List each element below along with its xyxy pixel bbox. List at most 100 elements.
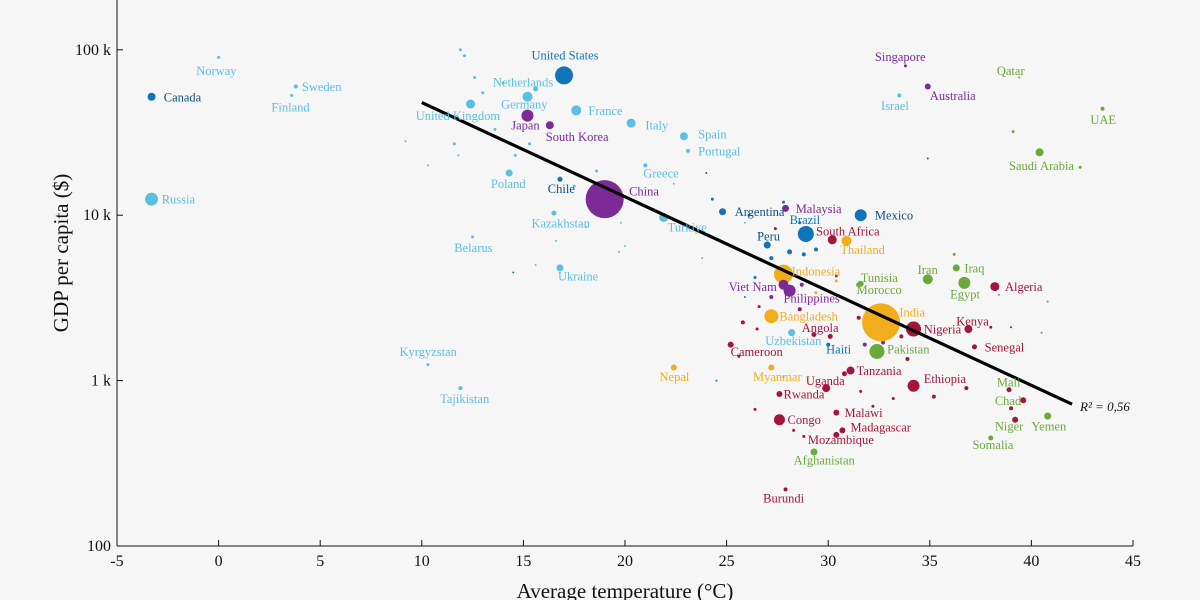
label-united-states: United States [532,49,599,63]
point-congo [773,414,785,426]
label-finland: Finland [271,101,310,115]
label-myanmar: Myanmar [753,370,802,384]
label-uganda: Uganda [806,374,845,388]
x-tick-label: 25 [719,553,735,570]
label-india: India [899,305,925,319]
minor-point [457,154,460,157]
minor-point [798,221,802,225]
label-italy: Italy [645,119,669,133]
label-bangladesh: Bangladesh [779,310,838,324]
point-cameroon [727,341,734,348]
label-canada: Canada [164,90,202,104]
point-qatar [1018,76,1021,79]
point-niger [1012,416,1019,423]
minor-point [952,252,956,256]
label-chad: Chad [995,394,1022,408]
label-iran: Iran [918,263,939,277]
point-iran [922,274,933,285]
point-angola [827,333,833,339]
label-ukraine: Ukraine [558,269,599,283]
minor-point [1078,165,1082,169]
minor-point [481,91,485,95]
minor-point [859,389,863,393]
label-singapore: Singapore [875,50,926,64]
label-saudi-arabia: Saudi Arabia [1009,159,1074,173]
label-tajikistan: Tajikistan [440,392,490,406]
minor-point [997,293,1000,296]
label-afghanistan: Afghanistan [794,454,856,468]
label-russia: Russia [162,193,196,207]
point-kazakhstan [551,210,557,216]
y-tick-label: 1 k [91,373,111,390]
minor-point [931,394,936,399]
label-argentina: Argentina [735,205,785,219]
point-belarus [471,235,475,239]
point-uzbekistan [788,329,796,337]
minor-point [753,276,757,280]
minor-point [619,221,622,224]
minor-point [462,54,466,58]
label-thailand: Thailand [840,243,885,257]
minor-point [710,197,714,201]
point-afghanistan [810,448,818,456]
minor-point [871,404,875,408]
point-australia [924,83,931,90]
minor-point [452,142,456,146]
minor-point [964,386,969,391]
label-mali: Mali [997,376,1021,390]
label-kazakhstan: Kazakhstan [532,216,591,230]
label-kenya: Kenya [956,314,989,328]
minor-point [1010,326,1013,329]
point-saudi-arabia [1035,148,1044,157]
point-morocco [856,282,862,288]
label-mozambique: Mozambique [808,433,874,447]
x-tick-label: 5 [316,553,324,570]
minor-point [797,307,802,312]
minor-point [572,184,576,188]
minor-point [513,153,517,157]
minor-point [926,157,929,160]
label-viet-nam: Viet Nam [729,280,777,294]
point-spain [679,132,688,141]
minor-point [881,340,886,345]
trendline [421,101,1073,406]
label-israel: Israel [881,99,909,113]
point-malaysia [782,204,790,212]
minor-point [701,257,704,260]
label-china: China [629,185,659,199]
label-sweden: Sweden [302,80,342,94]
x-tick-label: 45 [1125,553,1141,570]
minor-point [473,75,477,79]
ticks-layer: -5 0 5 10 15 20 25 30 35 40 45 100 1 k 10 k 100 k [75,42,1141,570]
point-france [571,105,582,116]
label-greece: Greece [643,166,679,180]
point-poland [505,169,513,177]
minor-point [737,354,741,358]
label-poland: Poland [491,177,526,191]
minor-point [814,247,819,252]
point-mozambique [833,431,840,438]
point-chile [557,176,563,182]
point-malawi [833,409,840,416]
x-tick-label: -5 [110,553,123,570]
minor-point [743,221,746,224]
minor-point [814,291,818,295]
point-mexico [854,209,867,222]
label-south-korea: South Korea [546,130,609,144]
minor-point [834,279,838,283]
label-niger: Niger [995,420,1024,434]
point-rwanda [776,390,783,397]
label-madagascar: Madagascar [851,420,912,434]
point-bangladesh [764,309,779,324]
point-peru [763,241,771,249]
points-layer [145,55,1105,492]
point-yemen [1044,412,1052,420]
label-angola: Angola [802,321,839,335]
label-uae: UAE [1090,113,1116,127]
label-malawi: Malawi [844,406,883,420]
point-myanmar [768,364,775,371]
minor-point [1040,331,1043,334]
label-turkiye: Turkiye [668,220,708,234]
label-pakistan: Pakistan [887,343,930,357]
label-nigeria: Nigeria [924,323,962,337]
